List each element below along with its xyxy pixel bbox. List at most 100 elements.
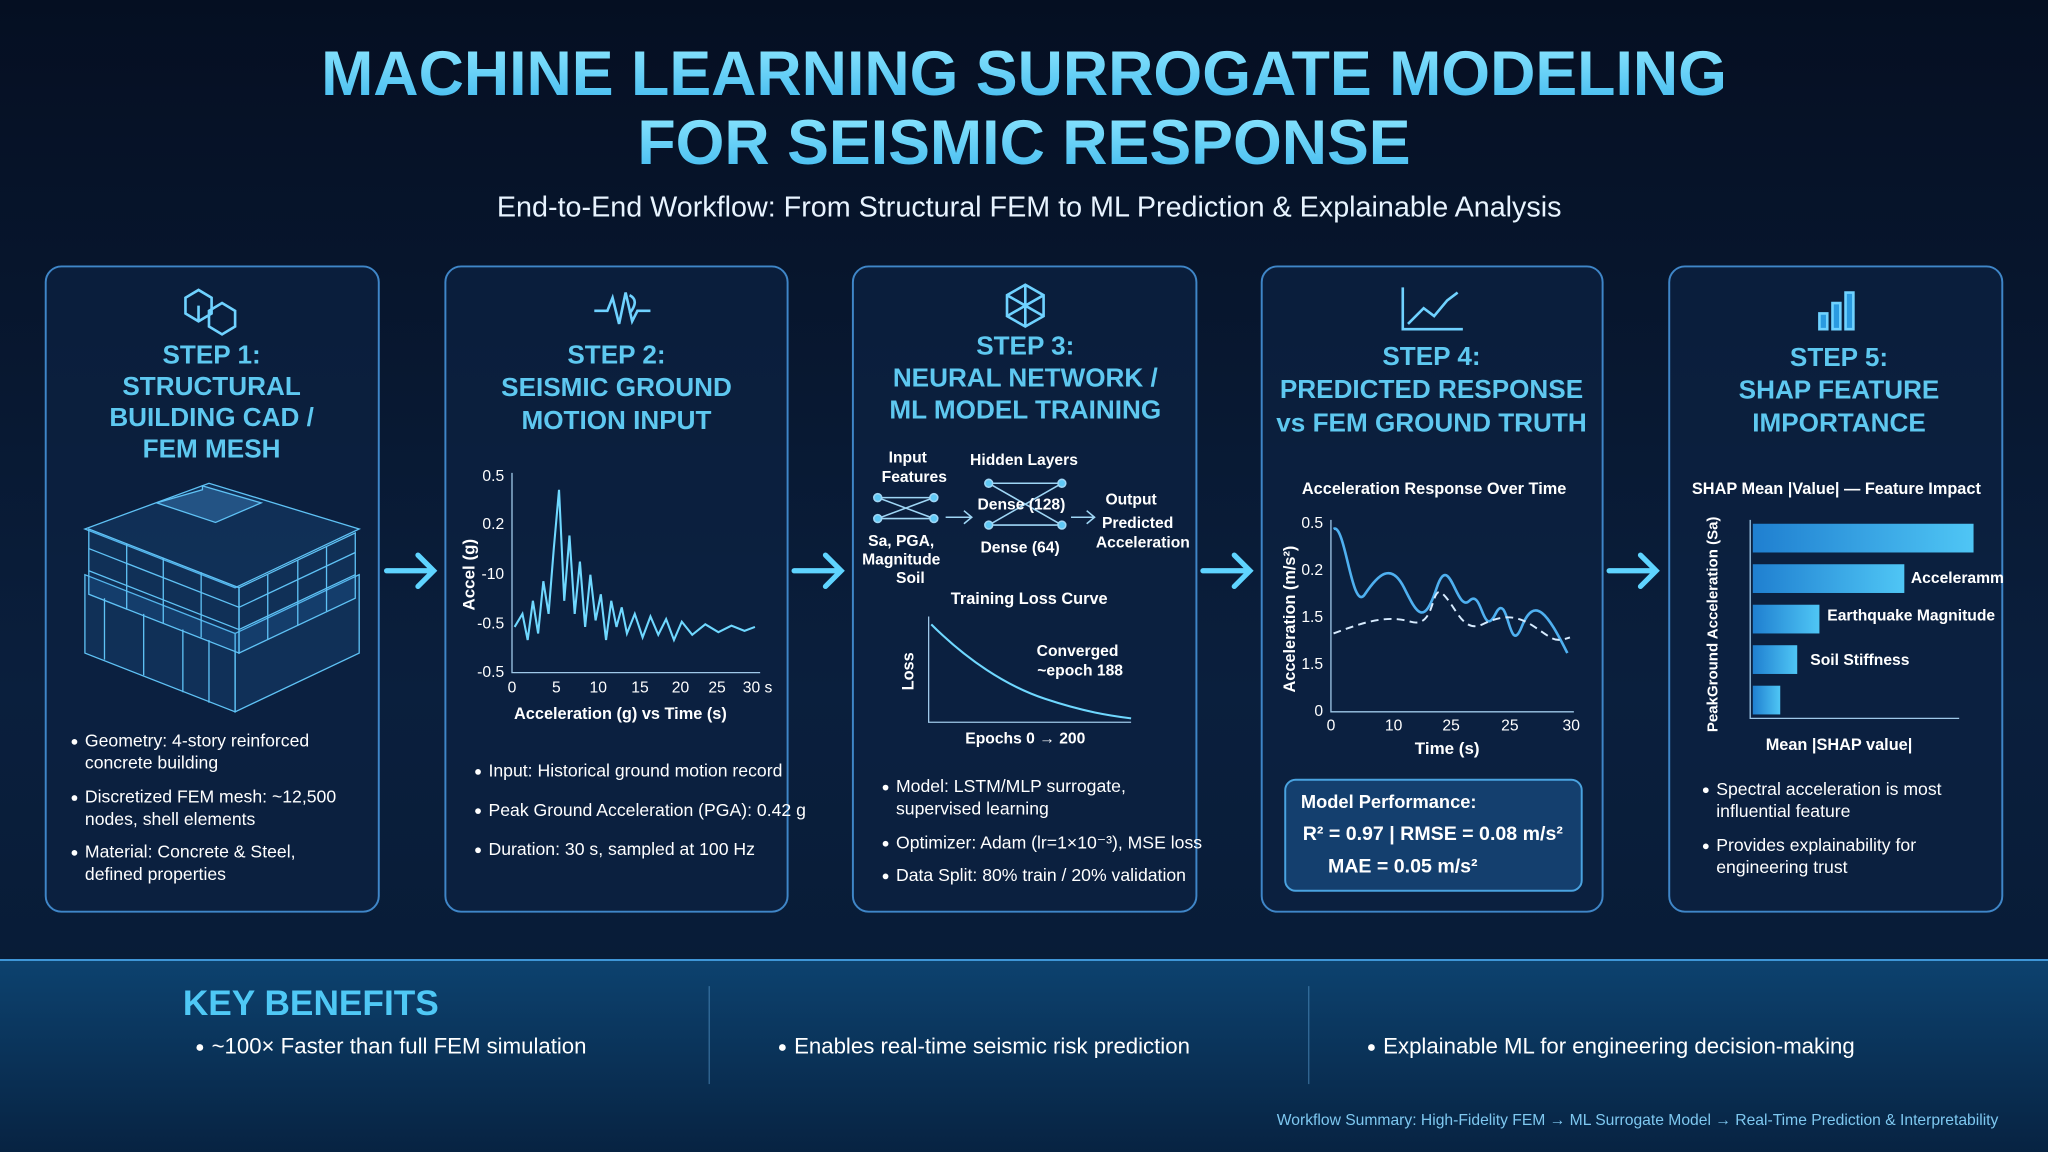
bullet-text: influential feature <box>1716 801 1850 821</box>
step-title: NEURAL NETWORK / <box>893 362 1158 392</box>
loss-curve <box>930 623 1132 720</box>
shap-bar <box>1752 604 1820 634</box>
network-diagram <box>873 478 1096 530</box>
bullet-dot <box>71 850 78 856</box>
bullet-text: Peak Ground Acceleration (PGA): 0.42 g <box>488 800 805 820</box>
x-tick-label: 0 <box>508 679 517 696</box>
node <box>1057 478 1067 488</box>
step-title: FEM MESH <box>143 434 281 464</box>
bullet-text: concrete building <box>85 753 218 773</box>
network-label: Input <box>889 450 928 467</box>
response-axes <box>1330 519 1574 713</box>
x-tick-label: 15 <box>631 679 649 696</box>
y-tick-label: 0 <box>1314 703 1323 720</box>
shap-bar <box>1752 564 1905 593</box>
x-axis-label: Mean |SHAP value| <box>1766 736 1913 754</box>
shap-bar <box>1752 645 1798 674</box>
bullet-dot <box>71 795 78 801</box>
bullet-text: Spectral acceleration is most <box>1716 779 1941 799</box>
bullet-text: Geometry: 4-story reinforced <box>85 731 309 751</box>
building-rooftop <box>154 485 264 524</box>
network-label: Sa, PGA, <box>868 533 934 550</box>
bullet-dot <box>475 808 481 814</box>
network-label: Features <box>882 469 948 486</box>
x-tick-label: 5 <box>552 679 561 696</box>
y-axis-label: Accel (g) <box>460 539 479 611</box>
network-label: Soil <box>896 570 925 587</box>
x-axis-label: Epochs 0 → 200 <box>965 730 1085 747</box>
bar-label: Acceleramm <box>1911 570 2004 587</box>
network-label: Output <box>1105 491 1157 508</box>
building-roof <box>83 482 361 589</box>
bullet-text: defined properties <box>85 864 226 884</box>
y-tick-label: 0.5 <box>482 468 504 485</box>
footer: Workflow Summary: High-Fidelity FEM → ML… <box>1277 1112 1999 1129</box>
bullet-text: Model: LSTM/MLP surrogate, <box>896 776 1126 796</box>
building-illustration <box>83 482 361 713</box>
chart-title: SHAP Mean |Value| — Feature Impact <box>1692 480 1982 498</box>
step-label: STEP 4: <box>1382 341 1480 371</box>
x-tick-label: 30 s <box>743 679 773 696</box>
shap-bar <box>1752 685 1781 715</box>
shap-bar <box>1752 523 1974 553</box>
bullet-text: engineering trust <box>1716 857 1847 877</box>
bullet-text: supervised learning <box>896 798 1049 818</box>
x-tick-label: 0 <box>1327 717 1336 734</box>
benefit-text: Explainable ML for engineering decision-… <box>1383 1033 1855 1058</box>
x-tick-label: 25 <box>708 679 726 696</box>
icon-network <box>1005 283 1045 329</box>
benefits-title: KEY BENEFITS <box>183 984 439 1023</box>
y-axis-label: Loss <box>899 652 917 690</box>
node <box>984 520 994 530</box>
network-label: Hidden Layers <box>970 452 1078 469</box>
panel <box>444 265 789 913</box>
layer-label: Dense (128) <box>977 497 1065 514</box>
arrow <box>791 552 845 590</box>
loss-axes <box>927 616 1132 723</box>
bullet-dot <box>1368 1044 1375 1051</box>
y-tick-label: -0.5 <box>477 615 504 632</box>
step-title: PREDICTED RESPONSE <box>1280 374 1583 404</box>
x-tick-label: 20 <box>672 679 690 696</box>
network-links <box>877 482 1063 526</box>
step-label: STEP 2: <box>567 339 665 369</box>
shap-bars <box>1752 523 1974 715</box>
ground-motion-curve <box>513 489 756 643</box>
benefits-band <box>0 959 2048 1152</box>
step-label: STEP 1: <box>162 339 260 369</box>
bullet-text: Data Split: 80% train / 20% validation <box>896 865 1186 885</box>
axis <box>511 472 761 674</box>
arrow <box>1200 552 1254 590</box>
network-label: Predicted <box>1102 515 1173 532</box>
bullet-dot <box>196 1044 204 1051</box>
icons <box>184 283 1855 336</box>
step-title: vs FEM GROUND TRUTH <box>1276 407 1586 437</box>
node <box>873 492 883 503</box>
node <box>929 492 939 503</box>
bullet-text: Input: Historical ground motion record <box>488 761 782 781</box>
step-title: IMPORTANCE <box>1752 407 1926 437</box>
x-tick-label: 10 <box>1385 717 1403 734</box>
bullet-text: Duration: 30 s, sampled at 100 Hz <box>488 839 754 859</box>
panel <box>851 265 1198 913</box>
panels <box>44 265 2004 913</box>
x-tick-label: 25 <box>1442 717 1460 734</box>
bullet-dot <box>71 739 78 745</box>
bullet-dot <box>882 840 889 847</box>
dividers <box>708 986 1310 1085</box>
y-axis-label: PeakGround Acceleration (Sa) <box>1705 517 1722 733</box>
x-tick-label: 30 <box>1563 717 1581 734</box>
layer-label: Dense (64) <box>980 540 1059 557</box>
step-title: STRUCTURAL <box>122 371 300 401</box>
step-title: SEISMIC GROUND <box>501 372 732 402</box>
network-arrows <box>945 510 1096 525</box>
y-axis-label: Acceleration (m/s²) <box>1281 546 1299 693</box>
building-grid <box>88 543 356 703</box>
bar-label: Soil Stiffness <box>1810 652 1909 669</box>
bullet-dot <box>475 847 481 854</box>
performance-metric: R² = 0.97 | RMSE = 0.08 m/s² <box>1303 823 1564 845</box>
node <box>873 513 883 524</box>
ground-motion-axes <box>511 472 761 674</box>
